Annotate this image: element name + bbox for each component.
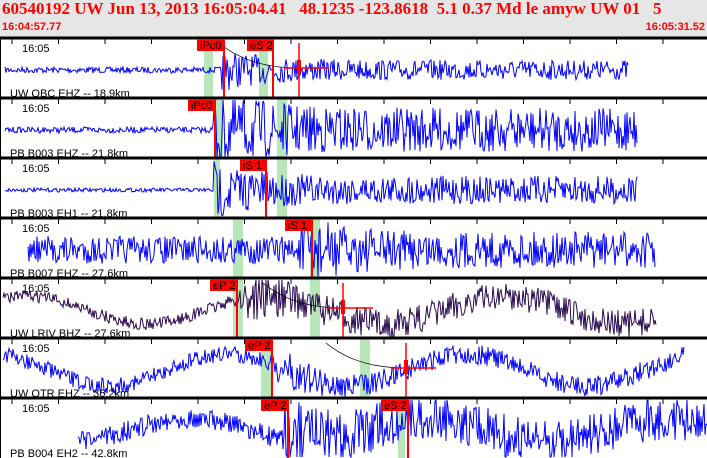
pick-window	[261, 338, 271, 398]
amplitude-marker	[297, 60, 301, 74]
waveform[interactable]	[2, 344, 685, 398]
pick-window	[360, 338, 370, 398]
time-label: 16:05	[22, 223, 50, 235]
time-label: 16:05	[22, 103, 50, 115]
start-time: 16:04:57.77	[2, 21, 62, 33]
time-label: 16:05	[22, 283, 50, 295]
pick-label-box[interactable]	[240, 159, 266, 171]
pick-label[interactable]: iPc0	[200, 40, 221, 52]
waveform[interactable]	[4, 52, 629, 90]
waveform[interactable]	[2, 279, 657, 338]
time-label: 16:05	[22, 343, 50, 355]
station-label: PB B004 EH2 -- 42.8km	[10, 448, 127, 458]
pick-window	[204, 38, 213, 98]
pick-window	[277, 158, 287, 218]
pick-label[interactable]: iPc0	[191, 100, 212, 112]
event-header: 60540192 UW Jun 13, 2013 16:05:04.41 48.…	[0, 0, 707, 37]
amplitude-marker	[404, 360, 408, 374]
pick-label-box[interactable]	[245, 339, 272, 351]
waveform[interactable]	[4, 99, 638, 158]
pick-label[interactable]: eP 2	[264, 400, 286, 412]
waveform[interactable]	[77, 398, 707, 458]
time-label: 16:05	[22, 403, 50, 415]
pick-label[interactable]: eS 2	[384, 400, 407, 412]
pick-label[interactable]: eP 2	[213, 280, 235, 292]
pick-label[interactable]: eS 2	[250, 40, 273, 52]
waveform[interactable]	[27, 219, 656, 277]
pick-label-box[interactable]	[285, 219, 312, 231]
pick-window	[259, 38, 268, 98]
time-label: 16:05	[22, 163, 50, 175]
event-title: 60540192 UW Jun 13, 2013 16:05:04.41 48.…	[2, 0, 662, 18]
pick-label-box[interactable]	[247, 39, 273, 51]
amplitude-marker	[341, 300, 345, 314]
pick-label-box[interactable]	[381, 399, 408, 411]
time-label: 16:05	[22, 43, 50, 55]
pick-label-box[interactable]	[210, 279, 237, 291]
pick-window	[233, 218, 243, 278]
pick-label-box[interactable]	[197, 39, 224, 51]
waveform[interactable]	[4, 161, 638, 217]
pick-label-box[interactable]	[261, 399, 288, 411]
pick-label[interactable]: iS 1	[243, 160, 262, 172]
end-time: 16:05:31.52	[645, 21, 705, 33]
pick-label[interactable]: eP 2	[248, 340, 270, 352]
pick-label[interactable]: iS 1	[288, 220, 307, 232]
pick-label-box[interactable]	[188, 99, 215, 111]
pick-window	[214, 98, 223, 158]
